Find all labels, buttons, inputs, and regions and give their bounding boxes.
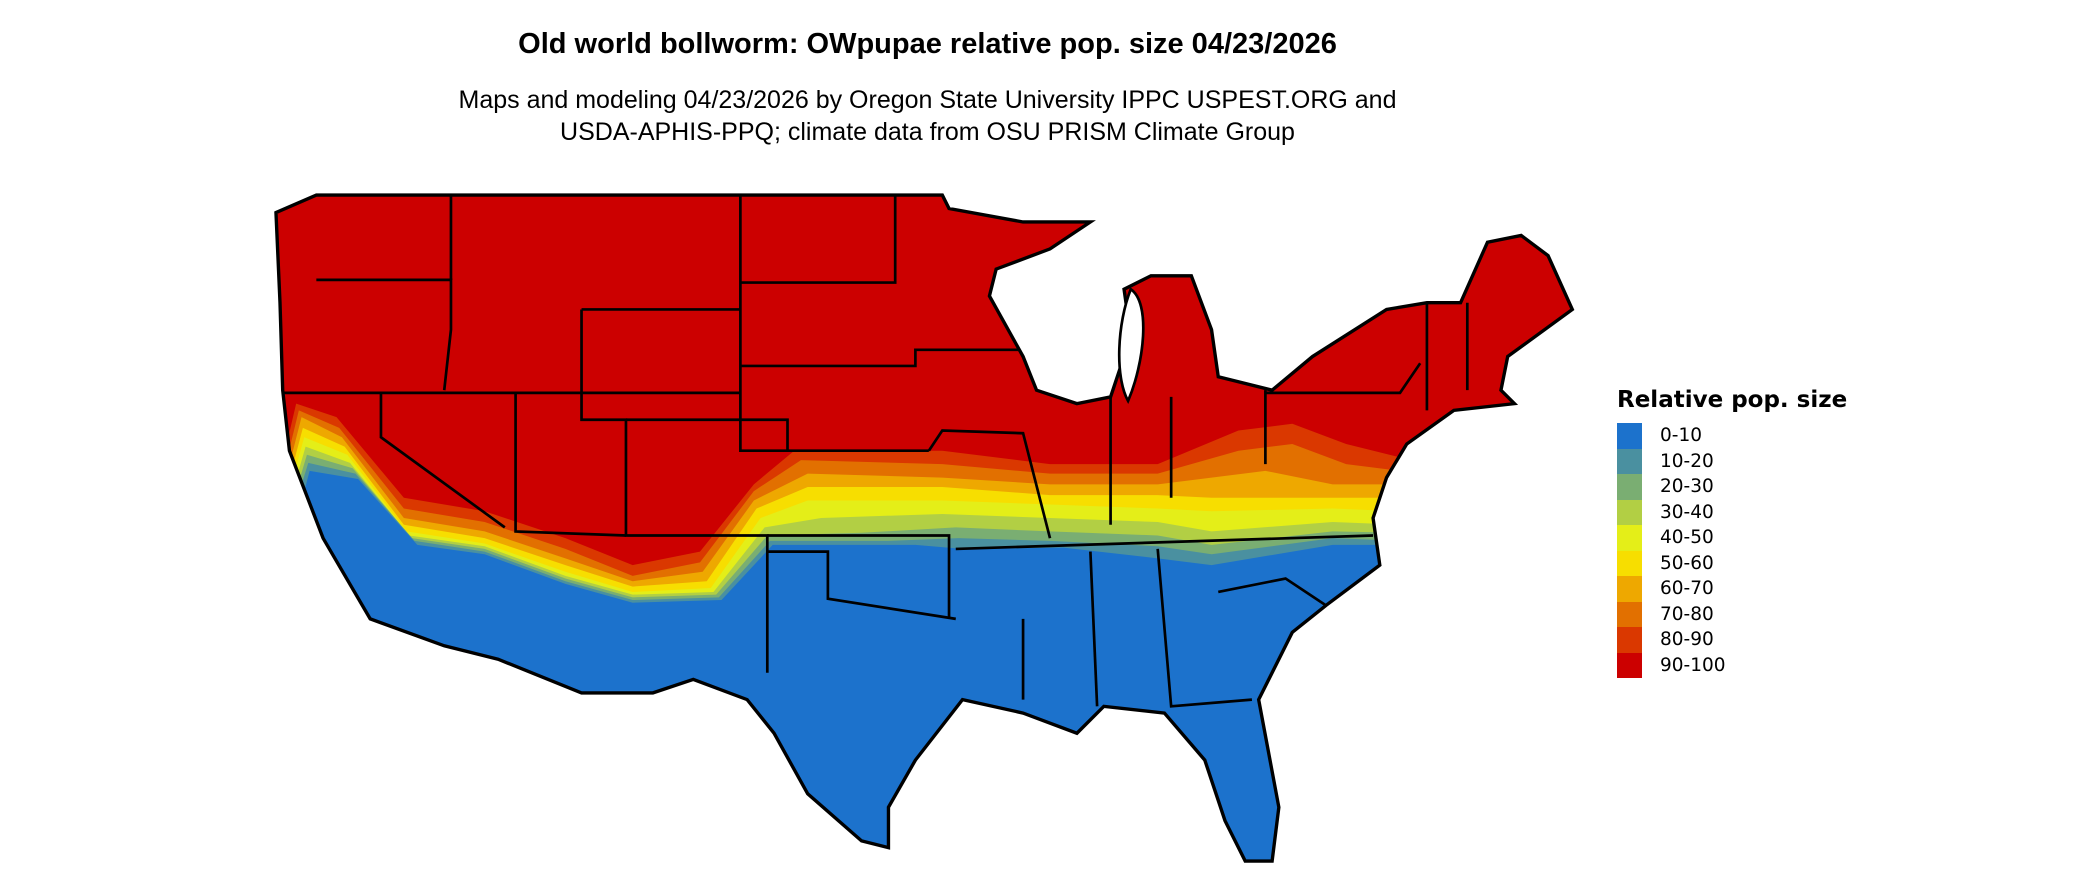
us-outline [274,193,1575,863]
legend-label: 50-60 [1660,552,1714,574]
legend-item: 50-60 [1617,550,1847,576]
legend-item: 30-40 [1617,499,1847,525]
legend-item: 90-100 [1617,652,1847,678]
legend-label: 20-30 [1660,476,1714,498]
legend-swatch [1617,448,1642,474]
legend-swatch [1617,652,1642,678]
legend-item: 70-80 [1617,601,1847,627]
legend-swatch [1617,423,1642,449]
legend-swatch [1617,474,1642,500]
state-borders [282,195,1469,708]
legend-swatch [1617,601,1642,627]
legend-swatch [1617,627,1642,653]
legend-swatch [1617,550,1642,576]
map-subtitle-line2: USDA-APHIS-PPQ; climate data from OSU PR… [560,118,1295,146]
legend-label: 60-70 [1660,578,1714,600]
legend-label: 80-90 [1660,629,1714,651]
legend-item: 20-30 [1617,474,1847,500]
legend-label: 30-40 [1660,501,1714,523]
map-subtitle-line1: Maps and modeling 04/23/2026 by Oregon S… [458,86,1397,114]
legend-item: 0-10 [1617,423,1847,449]
legend-label: 0-10 [1660,425,1702,447]
legend-label: 10-20 [1660,450,1714,472]
legend: Relative pop. size 0-10 10-20 20-30 30-40 40… [1617,387,1847,678]
legend-item: 40-50 [1617,525,1847,551]
legend-title: Relative pop. size [1617,387,1848,413]
legend-swatch [1617,576,1642,602]
lake-michigan [1117,287,1145,404]
legend-item: 10-20 [1617,448,1847,474]
legend-item: 60-70 [1617,576,1847,602]
legend-label: 70-80 [1660,603,1714,625]
legend-label: 40-50 [1660,527,1714,549]
legend-swatch [1617,499,1642,525]
legend-item: 80-90 [1617,627,1847,653]
legend-swatch [1617,525,1642,551]
legend-label: 90-100 [1660,654,1726,676]
map-title: Old world bollworm: OWpupae relative pop… [518,28,1337,60]
